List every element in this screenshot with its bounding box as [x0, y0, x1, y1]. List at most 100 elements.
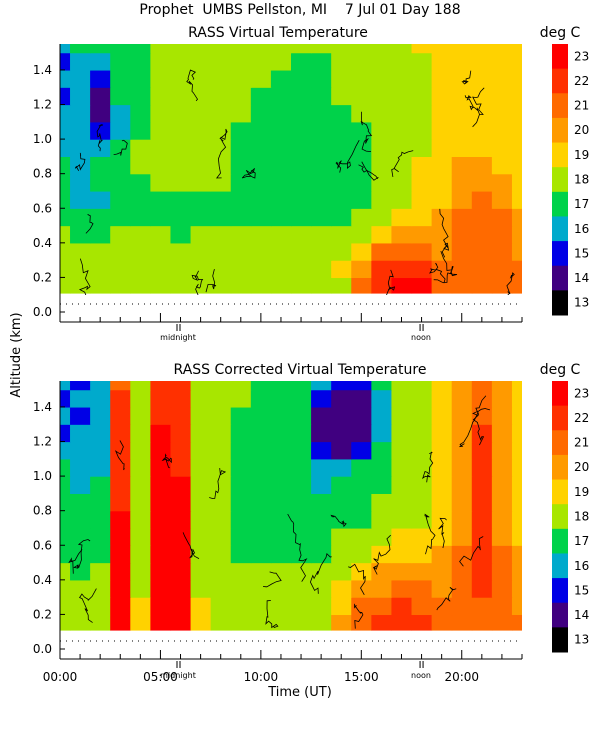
chart2-cell [511, 406, 522, 425]
chart2-cell [230, 614, 252, 631]
chart2-cell [331, 424, 352, 443]
chart1-cell [190, 69, 212, 88]
chart1-cell [471, 121, 493, 140]
chart1-contour-line [215, 128, 228, 179]
chart1-cell [411, 242, 433, 261]
chart2-cell [210, 562, 232, 581]
chart1-cell [150, 44, 172, 54]
chart1-cell [311, 156, 332, 175]
chart1-cell [351, 173, 372, 192]
chart2-cell [190, 510, 212, 529]
chart2-y-tick-label: 0.4 [33, 573, 52, 587]
chart2-cell [70, 493, 91, 512]
chart1-cell [431, 44, 453, 54]
chart1-y-tick-label: 0.6 [33, 201, 52, 215]
chart2-cell [371, 424, 393, 443]
chart2-contour-line [459, 395, 487, 448]
chart1-cell [70, 121, 91, 140]
chart1-cell [190, 87, 212, 106]
chart1-cell [250, 139, 272, 157]
colorbar1-swatch [552, 167, 568, 193]
chart2-cell [291, 527, 312, 546]
chart1-contour-line [96, 124, 104, 152]
chart2-cell [371, 579, 393, 598]
chart2-cell [311, 424, 332, 443]
chart2-cell [170, 476, 192, 494]
chart1-cell [391, 260, 413, 279]
chart1-cell [311, 277, 332, 294]
chart2-cell [511, 458, 522, 477]
chart2-cell [331, 381, 352, 391]
chart2-cell [471, 389, 493, 408]
chart1-contour-line [391, 150, 414, 177]
chart1-cell [210, 156, 232, 175]
chart2-cell [130, 476, 151, 494]
chart1-cell [60, 190, 71, 209]
chart2-cell [411, 527, 433, 546]
chart1-cell [411, 260, 433, 279]
chart1-contour-line [386, 269, 396, 295]
chart2-cell [331, 493, 352, 512]
chart1-cell [170, 87, 192, 106]
chart2-y-tick-label: 1.4 [33, 400, 52, 414]
chart2-cell [411, 381, 433, 391]
chart1-cell [491, 173, 513, 192]
chart2-cell [431, 545, 453, 564]
chart2-cell [70, 424, 91, 443]
chart1-cell [110, 173, 131, 192]
chart1-cell [491, 190, 513, 209]
chart2-cell [90, 441, 111, 460]
chart1-cell [331, 190, 352, 209]
chart2-cell [210, 527, 232, 546]
chart2-cell [491, 545, 513, 564]
chart2-x-tick-label: 00:00 [43, 670, 78, 684]
chart1-contour-line [472, 87, 485, 115]
chart1-cell [291, 225, 312, 244]
chart2-cell [170, 389, 192, 408]
chart2-cell [210, 389, 232, 408]
chart1-cell [511, 87, 522, 106]
chart1-contour-line [113, 139, 128, 156]
chart2-cell [391, 381, 413, 391]
chart2-noon-label: noon [411, 671, 431, 680]
chart2-x-tick-label: 10:00 [244, 670, 279, 684]
chart2-cell [70, 476, 91, 494]
chart2-cell [291, 381, 312, 391]
chart2-contour-line [422, 451, 434, 483]
chart2-cell [511, 510, 522, 529]
chart2-cell [471, 579, 493, 598]
chart2-cell [411, 579, 433, 598]
colorbar2-label: 16 [574, 559, 589, 573]
colorbar1-unit: deg C [540, 25, 581, 41]
chart1-cell [190, 44, 212, 54]
chart1-cell [70, 104, 91, 123]
chart1-cell [90, 44, 111, 54]
chart2-cell [190, 493, 212, 512]
chart1-cell [331, 104, 352, 123]
chart2-cell [491, 441, 513, 460]
chart2-cell [411, 562, 433, 581]
chart1-cell [130, 69, 151, 88]
chart1-cell [90, 69, 111, 88]
chart1-cell [250, 156, 272, 175]
chart2-cell [311, 441, 332, 460]
chart2-cell [431, 458, 453, 477]
chart2-cell [210, 441, 232, 460]
chart1-cell [411, 139, 433, 157]
chart2-cell [351, 579, 372, 598]
chart2-cell [170, 562, 192, 581]
chart1-cell [331, 277, 352, 294]
chart1-cell [130, 139, 151, 157]
chart1-cell [90, 208, 111, 227]
chart2-cell [70, 510, 91, 529]
chart1-cell [511, 156, 522, 175]
chart2-cell [270, 545, 292, 564]
chart2-axes: 0.0 0.2 0.4 0.6 0.8 1.0 1.2 1.4 00:00 05:00 10:00 1… [33, 381, 523, 684]
chart2-cell [270, 493, 292, 512]
chart2-cell [371, 562, 393, 581]
chart1-cell [451, 104, 473, 123]
chart1-cell [250, 87, 272, 106]
x-axis-label: Time (UT) [267, 685, 332, 700]
chart1-cell [511, 104, 522, 123]
colorbar1: 23 22 21 20 19 18 17 16 15 14 13 [552, 44, 589, 316]
